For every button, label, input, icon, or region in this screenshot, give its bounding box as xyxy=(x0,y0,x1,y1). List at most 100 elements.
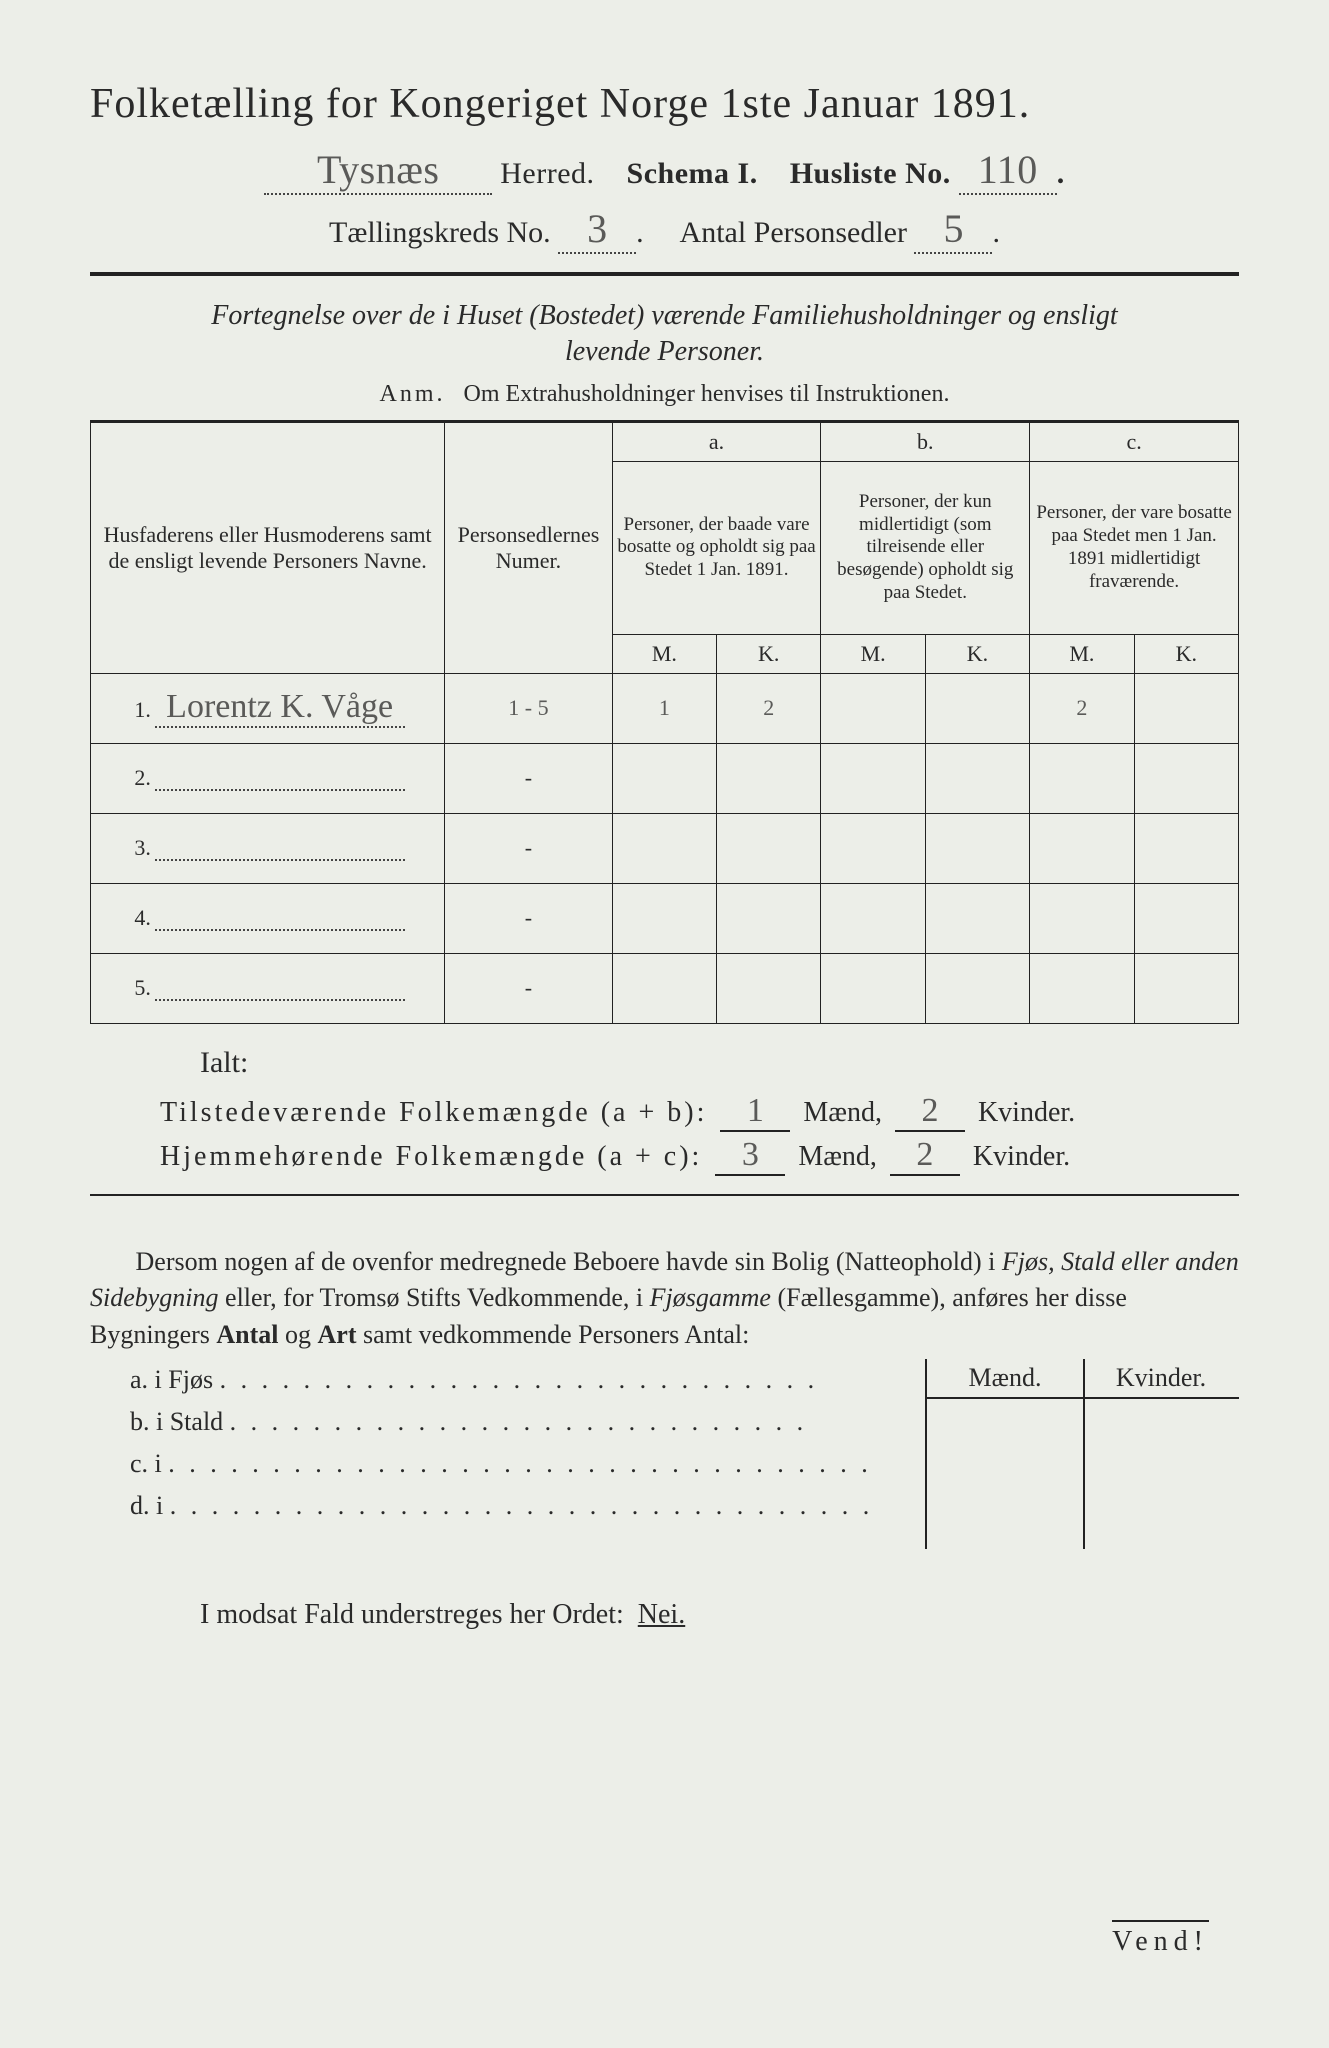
row-name xyxy=(155,999,405,1001)
kreds-label: Tællingskreds No. xyxy=(329,216,551,249)
dots: . . . . . . . . . . . . . . . . . . . . … xyxy=(168,1449,872,1478)
cell-numer: - xyxy=(445,883,612,953)
para-t1: Dersom nogen af de ovenfor medregnede Be… xyxy=(136,1247,1002,1276)
present-line: Tilstedeværende Folkemængde (a + b): 1 M… xyxy=(160,1092,1239,1132)
cell-a-m: 1 xyxy=(612,673,716,743)
ialt-label: Ialt: xyxy=(200,1046,1239,1080)
side-building-table: a. i Fjøs . . . . . . . . . . . . . . . … xyxy=(90,1359,1239,1549)
cell-c-m: 2 xyxy=(1030,673,1134,743)
mk-maend: Mænd. xyxy=(927,1359,1083,1397)
census-table: Husfaderens eller Husmoderens samt de en… xyxy=(90,422,1239,1024)
maend-label-1: Mænd, xyxy=(803,1097,882,1128)
row-number: 5. xyxy=(131,975,155,1001)
cell-b-k xyxy=(925,743,1029,813)
para-t5: samt vedkommende Personers Antal: xyxy=(357,1320,750,1349)
nei-word: Nei. xyxy=(638,1599,685,1630)
row-name-cell: 4. xyxy=(91,883,445,953)
col-c-text: Personer, der vare bosatte paa Stedet me… xyxy=(1030,461,1239,634)
header-line-2: Tysnæs Herred. Schema I. Husliste No. 11… xyxy=(90,146,1239,195)
dots: . . . . . . . . . . . . . . . . . . . . … xyxy=(230,1407,808,1436)
intro-line1: Fortegnelse over de i Huset (Bostedet) v… xyxy=(211,300,1117,331)
mk-columns: Mænd. Kvinder. xyxy=(925,1359,1239,1549)
intro-text: Fortegnelse over de i Huset (Bostedet) v… xyxy=(90,298,1239,371)
maend-label-2: Mænd, xyxy=(798,1141,877,1172)
cell-c-k xyxy=(1134,673,1238,743)
col-a-head: a. xyxy=(612,422,821,461)
row-c: c. i . . . . . . . . . . . . . . . . . .… xyxy=(90,1443,925,1485)
row-name: Lorentz K. Våge xyxy=(155,688,405,728)
row-b-label: b. i Stald xyxy=(130,1407,223,1436)
mk-divider xyxy=(1083,1359,1085,1549)
vend-label: Vend! xyxy=(1112,1920,1209,1958)
cell-b-m xyxy=(821,953,925,1023)
row-name xyxy=(155,789,405,791)
personsedler-no-field: 5 xyxy=(914,205,992,254)
cell-a-k: 2 xyxy=(717,673,821,743)
table-row: 5. - xyxy=(91,953,1239,1023)
table-row: 3.- xyxy=(91,813,1239,883)
row-number: 4. xyxy=(131,905,155,931)
row-name-cell: 3. xyxy=(91,813,445,883)
col-head-numer-text: Personsedlernes Numer. xyxy=(458,522,600,573)
cell-c-k xyxy=(1134,743,1238,813)
row-d-label: d. i xyxy=(130,1491,163,1520)
kvinder-label-2: Kvinder. xyxy=(973,1141,1070,1172)
nei-line: I modsat Fald understreges her Ordet: Ne… xyxy=(200,1599,1239,1631)
resident-m: 3 xyxy=(715,1136,785,1176)
row-name xyxy=(155,859,405,861)
present-label: Tilstedeværende Folkemængde (a + b): xyxy=(160,1097,707,1128)
col-b-text: Personer, der kun midlertidigt (som tilr… xyxy=(821,461,1030,634)
row-a-label: a. i Fjøs xyxy=(130,1365,213,1394)
mk-kvinder: Kvinder. xyxy=(1083,1359,1239,1397)
col-b-m: M. xyxy=(821,634,925,673)
rule-3 xyxy=(90,1194,1239,1196)
row-a: a. i Fjøs . . . . . . . . . . . . . . . … xyxy=(90,1359,925,1401)
cell-numer: - xyxy=(445,953,612,1023)
dots: . . . . . . . . . . . . . . . . . . . . … xyxy=(170,1491,874,1520)
page-title: Folketælling for Kongeriget Norge 1ste J… xyxy=(90,80,1239,128)
present-m: 1 xyxy=(720,1092,790,1132)
cell-b-k xyxy=(925,673,1029,743)
cell-b-k xyxy=(925,813,1029,883)
table-row: 2.- xyxy=(91,743,1239,813)
row-c-label: c. i xyxy=(130,1449,162,1478)
row-d: d. i . . . . . . . . . . . . . . . . . .… xyxy=(90,1485,925,1527)
resident-label: Hjemmehørende Folkemængde (a + c): xyxy=(160,1141,702,1172)
rule-1 xyxy=(90,272,1239,276)
present-k: 2 xyxy=(895,1092,965,1132)
row-b: b. i Stald . . . . . . . . . . . . . . .… xyxy=(90,1401,925,1443)
resident-line: Hjemmehørende Folkemængde (a + c): 3 Mæn… xyxy=(160,1136,1239,1176)
cell-c-k xyxy=(1134,813,1238,883)
table-row: 1.Lorentz K. Våge1 - 5122 xyxy=(91,673,1239,743)
intro-line2: levende Personer. xyxy=(565,336,764,367)
para-em2: Fjøsgamme xyxy=(650,1283,771,1312)
cell-numer: - xyxy=(445,743,612,813)
cell-c-m xyxy=(1030,953,1134,1023)
side-building-paragraph: Dersom nogen af de ovenfor medregnede Be… xyxy=(90,1244,1239,1353)
col-c-m: M. xyxy=(1030,634,1134,673)
cell-b-m xyxy=(821,883,925,953)
cell-c-k xyxy=(1134,953,1238,1023)
cell-numer: - xyxy=(445,813,612,883)
side-building-rows: a. i Fjøs . . . . . . . . . . . . . . . … xyxy=(90,1359,925,1549)
col-a-text: Personer, der baade vare bosatte og opho… xyxy=(612,461,821,634)
cell-numer: 1 - 5 xyxy=(445,673,612,743)
row-number: 1. xyxy=(131,697,155,723)
cell-c-m xyxy=(1030,883,1134,953)
cell-b-m xyxy=(821,813,925,883)
personsedler-label: Antal Personsedler xyxy=(680,216,907,249)
col-c-head: c. xyxy=(1030,422,1239,461)
para-t2: eller, for Tromsø Stifts Vedkommende, i xyxy=(219,1283,650,1312)
herred-name-field: Tysnæs xyxy=(264,146,492,195)
cell-c-k xyxy=(1134,883,1238,953)
col-c-k: K. xyxy=(1134,634,1238,673)
schema-label: Schema I. xyxy=(627,157,758,190)
cell-b-m xyxy=(821,743,925,813)
census-form-page: Folketælling for Kongeriget Norge 1ste J… xyxy=(0,0,1329,2048)
col-head-numer: Personsedlernes Numer. xyxy=(445,422,612,673)
row-name-cell: 2. xyxy=(91,743,445,813)
cell-a-m xyxy=(612,813,716,883)
cell-c-m xyxy=(1030,813,1134,883)
cell-a-m xyxy=(612,883,716,953)
col-head-names: Husfaderens eller Husmoderens samt de en… xyxy=(91,422,445,673)
